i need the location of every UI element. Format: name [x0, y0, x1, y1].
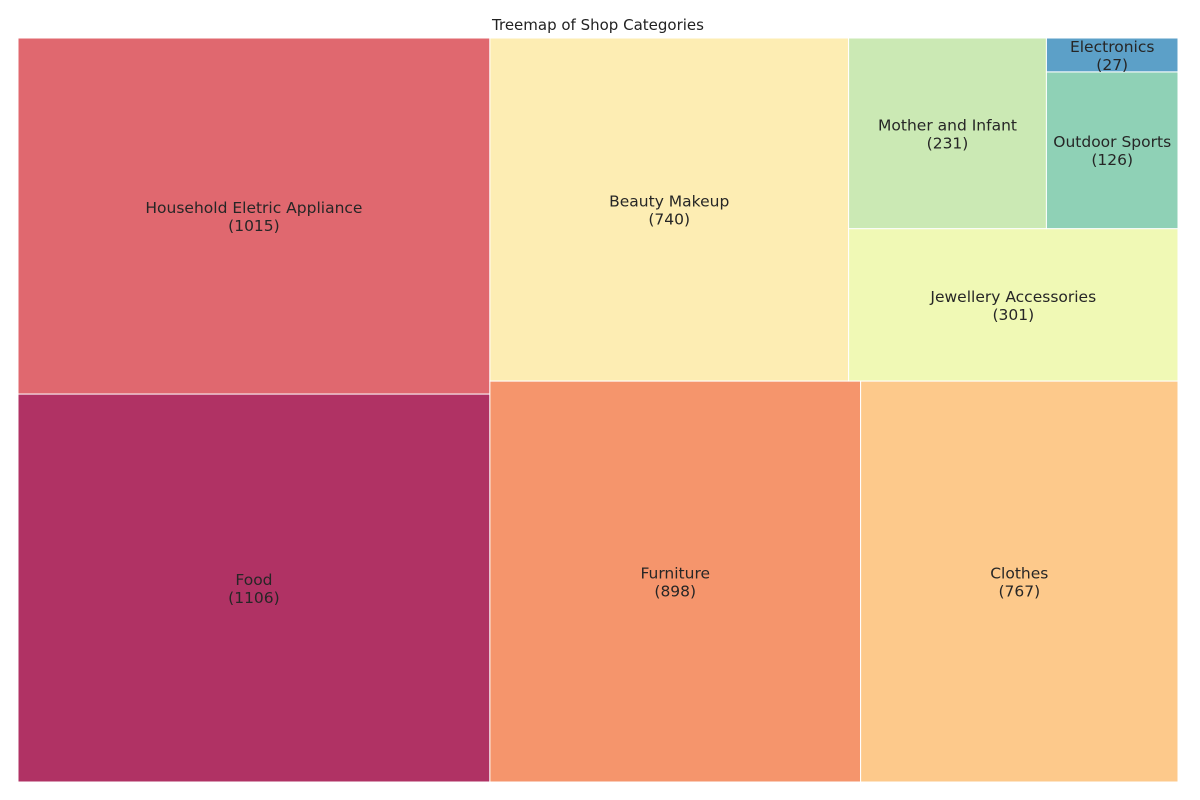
- tile-value-label: (301): [992, 306, 1034, 324]
- tile-value-label: (1106): [228, 589, 280, 607]
- tile-category-label: Outdoor Sports: [1053, 133, 1171, 151]
- tile-category-label: Clothes: [990, 565, 1048, 583]
- treemap-tile: [848, 37, 1047, 230]
- treemap-tiles: Food(1106) Household Eletric Appliance(10…: [17, 37, 1179, 783]
- chart-title: Treemap of Shop Categories: [491, 16, 704, 34]
- tile-category-label: Furniture: [640, 565, 710, 583]
- treemap-tile: [17, 393, 491, 783]
- tile-category-label: Jewellery Accessories: [929, 288, 1096, 306]
- treemap-tile: [1045, 71, 1179, 230]
- tile-value-label: (740): [648, 211, 690, 229]
- treemap-tile: [1045, 37, 1179, 73]
- treemap-tile: [17, 37, 491, 395]
- tile-value-label: (767): [998, 583, 1040, 601]
- tile-value-label: (126): [1091, 151, 1133, 169]
- tile-category-label: Food: [235, 571, 272, 589]
- tile-value-label: (1015): [228, 217, 280, 235]
- treemap-tile: [860, 380, 1179, 783]
- tile-category-label: Household Eletric Appliance: [145, 199, 362, 217]
- tile-value-label: (27): [1096, 56, 1128, 74]
- tile-value-label: (231): [927, 134, 969, 152]
- treemap-tile: [489, 37, 850, 382]
- tile-value-label: (898): [654, 583, 696, 601]
- tile-category-label: Electronics: [1070, 38, 1154, 56]
- tile-category-label: Mother and Infant: [878, 116, 1017, 134]
- treemap-tile: [848, 228, 1179, 382]
- tile-category-label: Beauty Makeup: [609, 193, 729, 211]
